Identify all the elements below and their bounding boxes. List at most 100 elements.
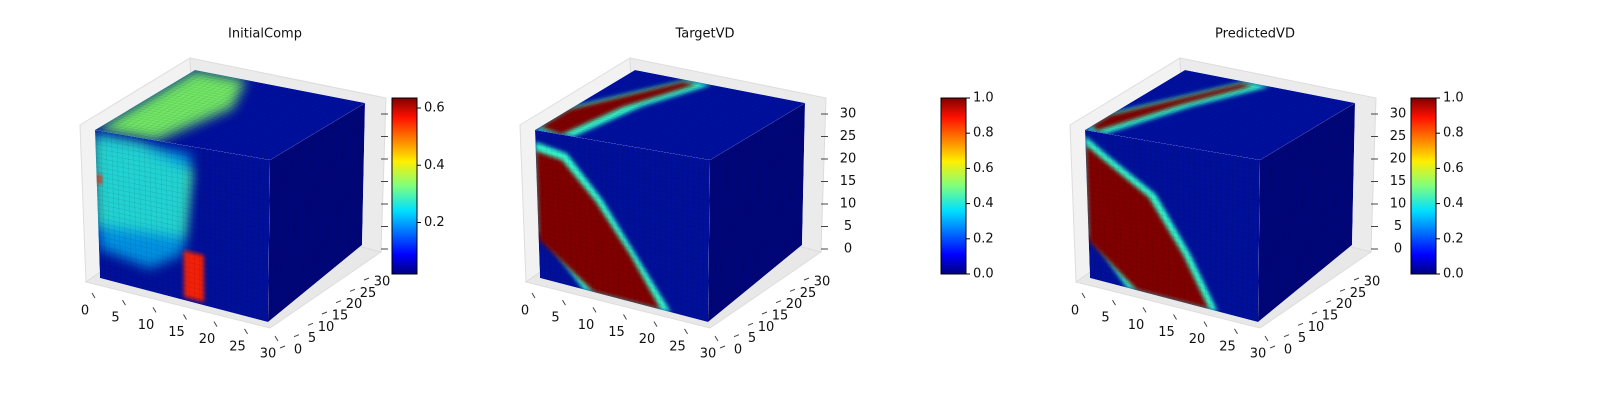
x-tick: [245, 329, 248, 334]
z-tick-label: 0: [1394, 242, 1402, 257]
colorbar: [1411, 98, 1436, 274]
y-tick: [1284, 335, 1289, 337]
x-tick-label: 25: [669, 339, 686, 354]
x-tick: [1113, 300, 1116, 305]
colorbar-tick-label: 0.4: [424, 158, 445, 173]
x-tick: [92, 293, 95, 298]
y-tick: [350, 289, 355, 291]
x-tick: [1082, 293, 1085, 298]
colorbar-tick-label: 1.0: [1443, 91, 1464, 106]
x-tick: [1204, 322, 1207, 327]
x-tick-label: 30: [260, 346, 277, 361]
y-tick: [776, 301, 781, 303]
x-tick: [715, 336, 718, 341]
x-tick-label: 20: [1189, 332, 1206, 347]
x-tick-label: 30: [700, 346, 717, 361]
y-tick: [748, 323, 753, 325]
colorbar-tick-label: 0.2: [1443, 231, 1464, 246]
z-tick-label: 0: [844, 242, 852, 257]
x-tick-label: 5: [111, 311, 119, 326]
x-tick: [275, 336, 278, 341]
x-tick-label: 15: [608, 325, 625, 340]
field-region: [97, 174, 102, 184]
y-tick: [280, 346, 285, 348]
z-tick-label: 10: [1390, 197, 1407, 212]
colorbar-tick-label: 0.0: [1443, 267, 1464, 282]
y-tick: [364, 278, 369, 280]
x-tick-label: 0: [1071, 304, 1079, 319]
x-tick-label: 15: [168, 325, 185, 340]
x-tick: [1174, 314, 1177, 319]
x-tick: [1235, 329, 1238, 334]
x-tick-label: 10: [1128, 318, 1145, 333]
x-tick: [1143, 307, 1146, 312]
y-tick: [762, 312, 767, 314]
x-tick-label: 10: [138, 318, 155, 333]
y-tick-label: 5: [308, 331, 316, 346]
colorbar-tick-label: 0.6: [424, 101, 445, 116]
x-tick-label: 25: [1219, 339, 1236, 354]
z-tick-label: 20: [840, 152, 857, 167]
colorbar: [392, 98, 417, 274]
y-tick-label: 30: [814, 274, 831, 289]
colorbar-tick-label: 0.8: [1443, 126, 1464, 141]
z-tick-label: 30: [840, 107, 857, 122]
x-tick: [624, 314, 627, 319]
x-tick-label: 5: [551, 311, 559, 326]
x-tick: [184, 314, 187, 319]
x-tick: [123, 300, 126, 305]
panel-title: PredictedVD: [1215, 27, 1295, 42]
y-tick: [720, 346, 725, 348]
z-tick-label: 5: [1394, 219, 1402, 234]
x-tick: [563, 300, 566, 305]
z-tick-label: 20: [1390, 152, 1407, 167]
z-tick-label: 15: [1390, 174, 1407, 189]
y-tick: [790, 289, 795, 291]
colorbar-tick-label: 0.2: [424, 215, 445, 230]
x-tick: [532, 293, 535, 298]
x-tick-label: 5: [1101, 311, 1109, 326]
colorbar-tick-label: 0.8: [973, 126, 994, 141]
panel-title: InitialComp: [228, 27, 302, 42]
z-tick-label: 30: [1390, 107, 1407, 122]
colorbar-tick-label: 1.0: [973, 91, 994, 106]
panel-title: TargetVD: [674, 27, 734, 42]
z-tick-label: 25: [840, 129, 857, 144]
x-tick-label: 20: [639, 332, 656, 347]
y-tick-label: 30: [1364, 274, 1381, 289]
x-tick: [593, 307, 596, 312]
z-tick-label: 10: [840, 197, 857, 212]
y-tick: [1270, 346, 1275, 348]
x-tick: [153, 307, 156, 312]
x-tick-label: 20: [199, 332, 216, 347]
y-tick-label: 30: [374, 274, 391, 289]
z-tick-label: 15: [840, 174, 857, 189]
colorbar-tick-label: 0.6: [973, 161, 994, 176]
y-tick-label: 0: [1284, 343, 1292, 358]
y-tick-label: 5: [1298, 331, 1306, 346]
colorbar-tick-label: 0.4: [1443, 196, 1464, 211]
colorbar-tick-label: 0.6: [1443, 161, 1464, 176]
y-tick: [804, 278, 809, 280]
x-tick-label: 0: [81, 304, 89, 319]
x-tick: [1265, 336, 1268, 341]
y-tick: [294, 335, 299, 337]
x-tick-label: 0: [521, 304, 529, 319]
y-tick: [336, 301, 341, 303]
x-tick-label: 10: [578, 318, 595, 333]
y-tick: [1326, 301, 1331, 303]
z-tick-label: 25: [1390, 129, 1407, 144]
x-tick: [214, 322, 217, 327]
y-tick-label: 0: [734, 343, 742, 358]
y-tick: [1312, 312, 1317, 314]
x-tick: [685, 329, 688, 334]
x-tick-label: 25: [229, 339, 246, 354]
cube-face: [535, 130, 710, 322]
x-tick-label: 15: [1158, 325, 1175, 340]
colorbar: [941, 98, 966, 274]
cube-face: [1085, 130, 1260, 322]
